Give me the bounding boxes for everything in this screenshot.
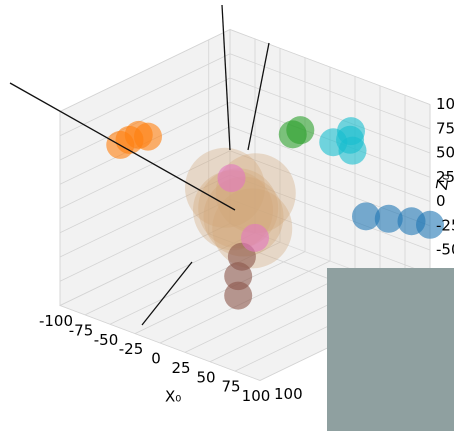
x-tick-label: 0: [151, 350, 161, 368]
z-tick-label: -25: [436, 216, 454, 234]
x-tick-label: -50: [94, 331, 119, 349]
x-tick-label: -25: [119, 340, 144, 358]
z-tick-label: -50: [436, 241, 454, 259]
z-tick-label: 100: [436, 95, 454, 113]
z-tick-label: 0: [436, 192, 446, 210]
x-tick-label: -75: [69, 321, 94, 339]
point: [218, 164, 246, 192]
overlay-thumbnail: [327, 268, 454, 431]
point: [352, 202, 380, 230]
chart: -100-75-50-250255075100-75100-75-50-2502…: [0, 0, 454, 431]
x-axis-label: X₀: [165, 388, 181, 406]
z-tick-label: 75: [436, 119, 454, 137]
point: [319, 128, 347, 156]
y-tick-label: 100: [274, 385, 303, 403]
z-tick-label: 50: [436, 144, 454, 162]
point: [134, 123, 162, 151]
z-axis-label: Z₀: [433, 172, 454, 191]
point: [241, 224, 269, 252]
x-tick-label: 100: [242, 387, 271, 405]
x-tick-label: 75: [221, 378, 240, 396]
x-tick-label: 50: [196, 368, 215, 386]
point: [279, 120, 307, 148]
x-tick-label: 25: [171, 359, 190, 377]
